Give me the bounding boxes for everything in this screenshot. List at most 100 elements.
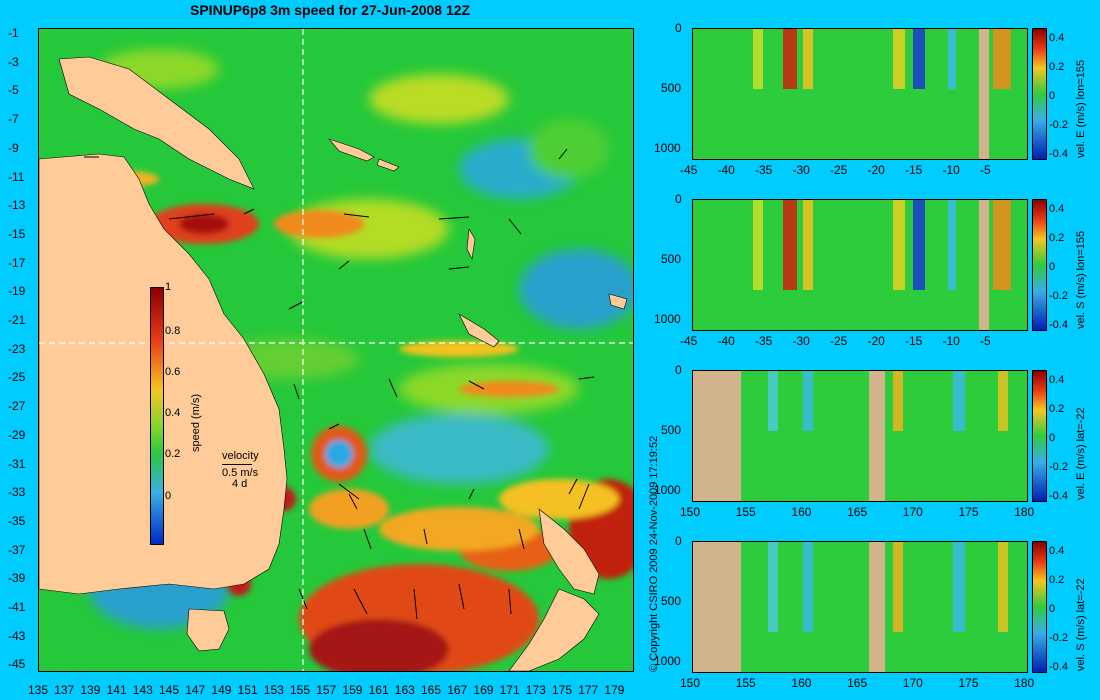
section-cbar-tick: 0.4 (1049, 374, 1065, 386)
velocity-key-arrow (222, 464, 252, 465)
lon-tick-label: 137 (54, 683, 75, 697)
lat-tick-label: -25 (8, 370, 26, 385)
section-cbar-tick: -0.2 (1049, 632, 1068, 644)
speed-cbar-tick: 0.6 (165, 366, 181, 378)
section-x-tick-label: 150 (680, 676, 701, 690)
section-field (693, 200, 1027, 330)
lat-tick-label: -15 (8, 226, 26, 241)
lat-tick-label: -35 (8, 513, 26, 528)
depth-tick-label: 500 (661, 594, 682, 608)
section-colorbar-label: vel. E (m/s) lon=155 (1075, 59, 1087, 158)
section-x-tick-label: -10 (942, 163, 960, 177)
lat-tick-label: -39 (8, 571, 26, 586)
section-cbar-tick: -0.4 (1049, 490, 1068, 502)
lon-tick-label: 151 (237, 683, 258, 697)
lat-tick-label: -9 (8, 140, 19, 155)
section-x-tick-label: 170 (902, 676, 923, 690)
section-cbar-tick: 0 (1049, 90, 1056, 102)
section-cbar-tick: 0.4 (1049, 203, 1065, 215)
section-x-tick-label: -35 (755, 163, 773, 177)
section-cbar-tick: -0.2 (1049, 119, 1068, 131)
section-cbar-tick: 0.2 (1049, 574, 1065, 586)
section-x-tick-label: -30 (792, 163, 810, 177)
section-cbar-tick: -0.2 (1049, 290, 1068, 302)
depth-tick-label: 500 (661, 81, 682, 95)
lat-tick-label: -23 (8, 341, 26, 356)
lat-tick-label: -3 (8, 54, 19, 69)
speed-cbar-tick: 0.4 (165, 407, 181, 419)
lon-tick-label: 149 (211, 683, 232, 697)
section-x-tick-label: 150 (680, 505, 701, 519)
lat-tick-label: -33 (8, 485, 26, 500)
section-x-tick-label: -20 (867, 334, 885, 348)
lat-tick-label: -19 (8, 284, 26, 299)
speed-map (38, 28, 634, 672)
lat-tick-label: -17 (8, 255, 26, 270)
section-x-tick-label: 160 (791, 676, 812, 690)
section-field (693, 542, 1027, 672)
section-x-tick-label: 175 (958, 676, 979, 690)
section-x-tick-label: -25 (830, 163, 848, 177)
velocity-key-duration: 4 d (232, 478, 248, 490)
depth-tick-label: 0 (675, 21, 682, 35)
speed-cbar-label: speed (m/s) (190, 393, 202, 452)
section-x-tick-label: -15 (905, 334, 923, 348)
velocity-arrows (84, 148, 595, 620)
section-plot (692, 199, 1028, 331)
lat-tick-label: -37 (8, 542, 26, 557)
section-x-tick-label: -45 (680, 163, 698, 177)
section-x-tick-label: -35 (755, 334, 773, 348)
speed-cbar-tick: 0.8 (165, 325, 181, 337)
section-cbar-tick: 0.4 (1049, 545, 1065, 557)
section-x-tick-label: 160 (791, 505, 812, 519)
depth-tick-label: 1000 (654, 483, 681, 497)
section-x-tick-label: 180 (1014, 505, 1035, 519)
lon-tick-label: 161 (368, 683, 389, 697)
lon-tick-label: 157 (316, 683, 337, 697)
section-cbar-tick: -0.4 (1049, 319, 1068, 331)
lon-tick-label: 165 (421, 683, 442, 697)
section-x-tick-label: 155 (735, 505, 756, 519)
lon-tick-label: 169 (473, 683, 494, 697)
section-x-tick-label: 180 (1014, 676, 1035, 690)
section-plot (692, 541, 1028, 673)
speed-cbar-tick: 1 (165, 281, 172, 293)
section-plot (692, 370, 1028, 502)
lat-tick-label: -7 (8, 112, 19, 127)
lat-tick-label: -13 (8, 198, 26, 213)
lat-tick-label: -21 (8, 313, 26, 327)
lat-tick-label: -1 (8, 26, 19, 40)
lat-tick-label: -27 (8, 399, 26, 414)
lon-tick-label: 163 (394, 683, 415, 697)
lat-tick-label: -43 (8, 628, 26, 643)
section-cbar-tick: 0 (1049, 603, 1056, 615)
section-colorbar (1032, 541, 1047, 673)
speed-cbar-tick: 0 (165, 490, 172, 502)
section-x-tick-label: 175 (958, 505, 979, 519)
section-x-tick-label: 165 (847, 505, 868, 519)
section-x-tick-label: -20 (867, 163, 885, 177)
section-x-tick-label: -5 (980, 163, 991, 177)
section-colorbar (1032, 370, 1047, 502)
velocity-key-title: velocity (222, 450, 259, 462)
velocity-key-speed: 0.5 m/s (222, 467, 259, 479)
section-cbar-tick: 0 (1049, 261, 1056, 273)
section-cbar-tick: -0.2 (1049, 461, 1068, 473)
depth-tick-label: 500 (661, 423, 682, 437)
section-cbar-tick: -0.4 (1049, 661, 1068, 673)
map-title: SPINUP6p8 3m speed for 27-Jun-2008 12Z (190, 2, 471, 18)
lon-tick-label: 135 (28, 683, 49, 697)
lon-tick-label: 153 (263, 683, 284, 697)
section-colorbar-label: vel. S (m/s) lat=-22 (1075, 578, 1087, 671)
section-plot (692, 28, 1028, 160)
lon-tick-label: 175 (552, 683, 573, 697)
lon-tick-label: 171 (499, 683, 520, 697)
section-cbar-tick: 0 (1049, 432, 1056, 444)
lon-tick-label: 141 (106, 683, 127, 697)
section-x-tick-label: -5 (980, 334, 991, 348)
lat-tick-label: -41 (8, 600, 26, 614)
copyright-note: © Copyright CSIRO 2009 24-Nov-2009 17:19… (648, 435, 660, 672)
section-x-tick-label: -15 (905, 163, 923, 177)
lon-tick-label: 177 (578, 683, 599, 697)
section-cbar-tick: -0.4 (1049, 148, 1068, 160)
